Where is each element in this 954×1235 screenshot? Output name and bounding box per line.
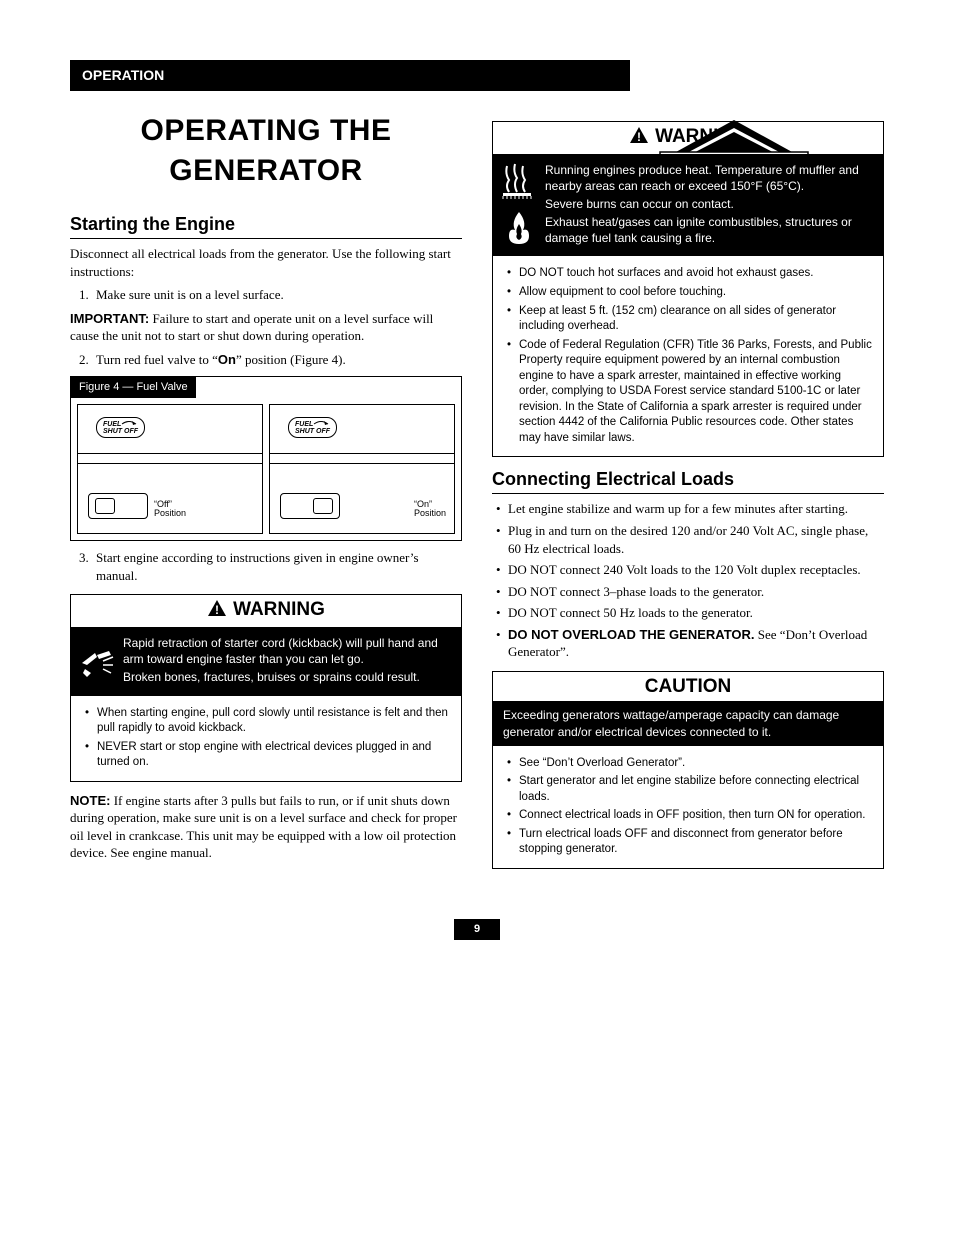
step-2: Turn red fuel valve to “On” position (Fi… bbox=[92, 351, 462, 369]
switch-off-icon bbox=[88, 493, 148, 519]
warning-body: Running engines produce heat. Temperatur… bbox=[493, 154, 883, 257]
step-3: Start engine according to instructions g… bbox=[92, 549, 462, 584]
figure-body: FUEL SHUT OFF “Off”Position FUEL bbox=[71, 398, 461, 540]
fire-icon bbox=[499, 208, 539, 248]
fuel-valve-off-diagram: FUEL SHUT OFF “Off”Position bbox=[77, 404, 263, 534]
page-footer: 9 bbox=[70, 919, 884, 940]
connect-list: Let engine stabilize and warm up for a f… bbox=[492, 500, 884, 660]
figure-caption: Figure 4 — Fuel Valve bbox=[71, 377, 196, 398]
note-text: If engine starts after 3 pulls but fails… bbox=[70, 793, 457, 861]
caution-header: CAUTION bbox=[493, 672, 883, 702]
fuel-badge: FUEL SHUT OFF bbox=[288, 417, 337, 438]
section-header: OPERATION bbox=[70, 60, 630, 91]
caution-bullets: See “Don’t Overload Generator”. Start ge… bbox=[493, 746, 883, 868]
content-columns: OPERATING THE GENERATOR Starting the Eng… bbox=[70, 111, 884, 879]
svg-text:!: ! bbox=[637, 130, 641, 144]
start-steps-2: Turn red fuel valve to “On” position (Fi… bbox=[70, 351, 462, 369]
heading-connecting-loads: Connecting Electrical Loads bbox=[492, 467, 884, 494]
section-title: OPERATION bbox=[82, 67, 164, 83]
important-note: IMPORTANT: Failure to start and operate … bbox=[70, 310, 462, 345]
warning-header: !WARNING bbox=[71, 595, 461, 627]
warning-bullets: When starting engine, pull cord slowly u… bbox=[71, 696, 461, 781]
hot-surface-icon bbox=[499, 160, 539, 200]
note-paragraph: NOTE: If engine starts after 3 pulls but… bbox=[70, 792, 462, 862]
warning-body: Rapid retraction of starter cord (kickba… bbox=[71, 627, 461, 696]
page-title: OPERATING THE GENERATOR bbox=[70, 111, 462, 192]
warning-bullets: DO NOT touch hot surfaces and avoid hot … bbox=[493, 256, 883, 456]
figure-4: Figure 4 — Fuel Valve FUEL SHUT OFF “Off… bbox=[70, 376, 462, 541]
warning-heat: !WARNING Running engines produce heat. T… bbox=[492, 121, 884, 457]
left-column: OPERATING THE GENERATOR Starting the Eng… bbox=[70, 111, 462, 879]
off-position-label: “Off”Position bbox=[154, 500, 186, 520]
page: OPERATION BRIGGS & STRATTON ® OPERATING … bbox=[70, 60, 884, 940]
note-label: NOTE: bbox=[70, 793, 110, 808]
important-label: IMPORTANT: bbox=[70, 311, 149, 326]
switch-on-icon bbox=[280, 493, 340, 519]
svg-text:!: ! bbox=[215, 603, 219, 617]
caution-body: Exceeding generators wattage/amperage ca… bbox=[493, 701, 883, 745]
on-position-label: “On”Position bbox=[414, 500, 446, 520]
caution-overload: CAUTION Exceeding generators wattage/amp… bbox=[492, 671, 884, 869]
warning-triangle-icon: ! bbox=[629, 126, 649, 144]
kickback-hand-icon bbox=[77, 643, 117, 683]
start-steps-1: Make sure unit is on a level surface. bbox=[70, 286, 462, 304]
intro-text: Disconnect all electrical loads from the… bbox=[70, 245, 462, 280]
warning-triangle-icon: ! bbox=[207, 599, 227, 617]
fuel-valve-on-diagram: FUEL SHUT OFF “On”Position bbox=[269, 404, 455, 534]
right-column: !WARNING Running engines produce heat. T… bbox=[492, 111, 884, 879]
warning-kickback: !WARNING Rapid retraction of starter cor… bbox=[70, 594, 462, 781]
step-1: Make sure unit is on a level surface. bbox=[92, 286, 462, 304]
heading-starting-engine: Starting the Engine bbox=[70, 212, 462, 239]
start-steps-3: Start engine according to instructions g… bbox=[70, 549, 462, 584]
page-number: 9 bbox=[454, 919, 500, 940]
fuel-badge: FUEL SHUT OFF bbox=[96, 417, 145, 438]
